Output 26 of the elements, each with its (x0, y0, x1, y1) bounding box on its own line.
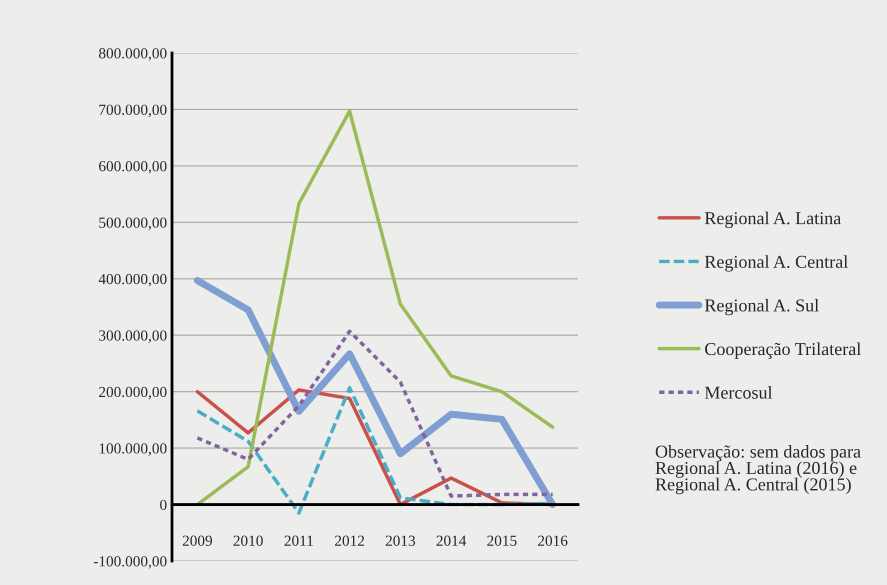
x-tick-label: 2011 (284, 536, 313, 546)
y-tick-label: 500.000,00 (99, 217, 167, 230)
line-series (196, 109, 554, 506)
y-tick-label: 100.000,00 (100, 443, 167, 456)
line-series (196, 330, 554, 498)
y-tick-label: 600.000,00 (99, 161, 167, 174)
x-tick-label: 2016 (538, 536, 568, 546)
legend-label: Cooperação Trilateral (705, 342, 861, 359)
legend-label: Regional A. Latina (704, 212, 841, 228)
y-tick-label: 0 (160, 500, 167, 510)
y-tick-label: -100.000,00 (94, 556, 167, 569)
x-tick-label: 2013 (386, 536, 416, 546)
legend-label: Regional A. Sul (704, 298, 819, 316)
legend-label: Regional A. Central (704, 255, 848, 272)
y-tick-label: 400.000,00 (98, 274, 167, 286)
x-tick-label: 2010 (234, 536, 263, 546)
x-tick-label: 2009 (182, 536, 212, 546)
y-tick-label: 700.000,00 (99, 104, 167, 118)
y-tick-label: 300.000,00 (99, 330, 167, 343)
x-tick-label: 2014 (436, 536, 466, 546)
y-tick-label: 800.000,00 (98, 48, 167, 61)
legend-label: Mercosul (704, 386, 772, 399)
x-tick-label: 2012 (335, 536, 364, 546)
text: Observação: sem dados para Regional A. Latina (2016) e Regional A. Central (2015) (656, 445, 861, 494)
x-tick-label: 2015 (487, 536, 517, 546)
y-tick-label: 200.000,00 (99, 386, 167, 400)
